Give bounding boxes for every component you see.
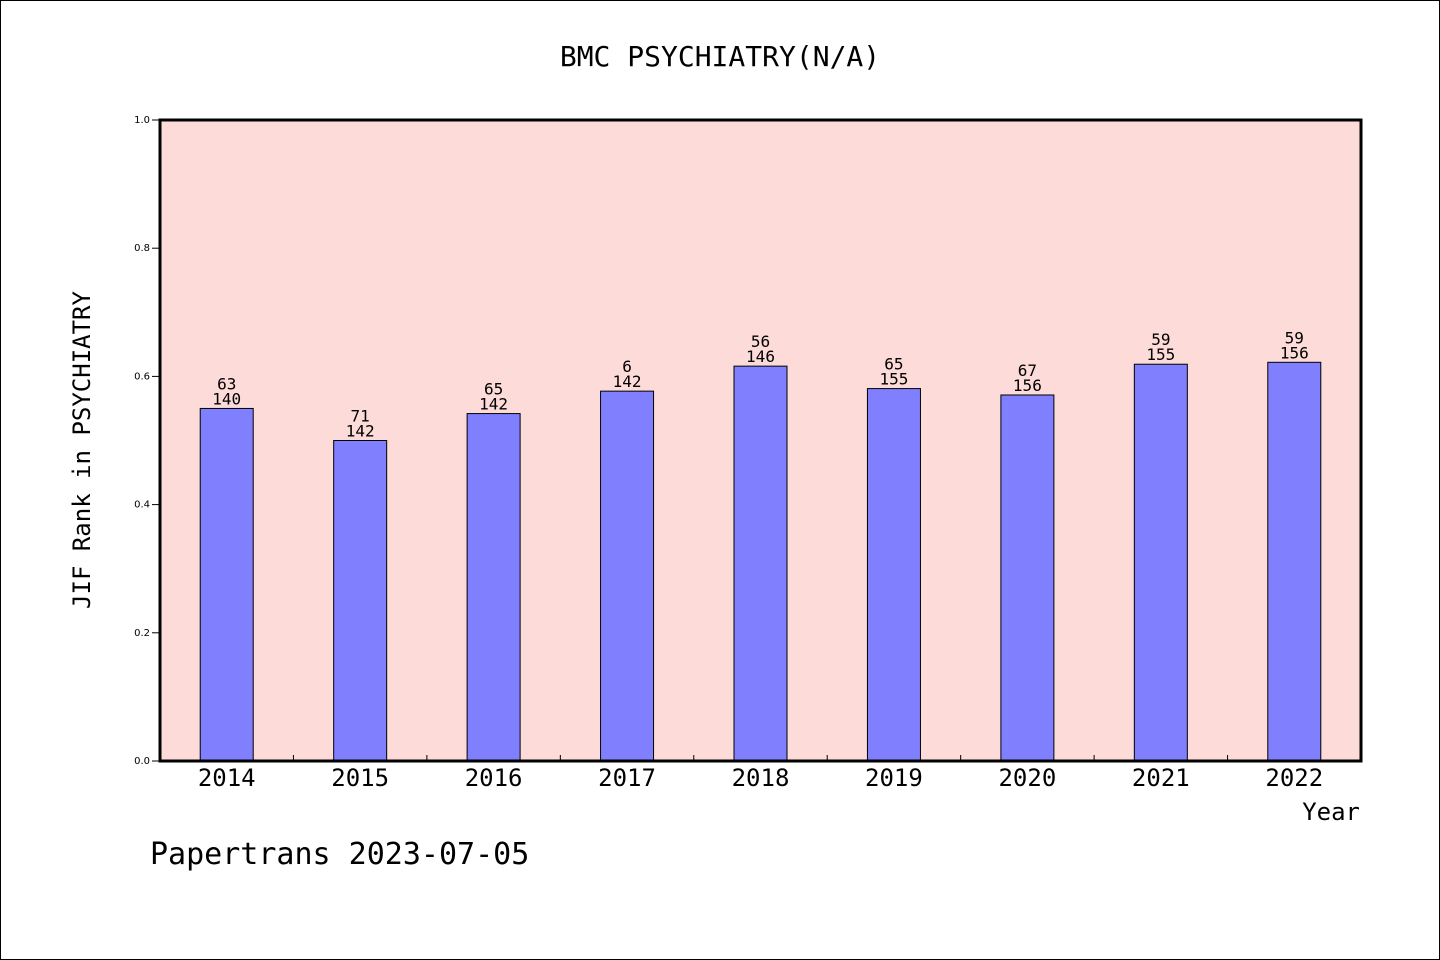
footer-watermark: Papertrans 2023-07-05 (150, 837, 529, 872)
x-axis-label: Year (1302, 798, 1360, 826)
bar-rank-label: 67 (1018, 361, 1037, 380)
x-tick-label: 2022 (1265, 764, 1323, 792)
bar-2019 (866, 388, 921, 762)
bar-total-label: 140 (212, 389, 241, 408)
plot-border (158, 118, 1363, 763)
x-tick-label: 2015 (331, 764, 389, 792)
x-tick-label: 2016 (465, 764, 523, 792)
x-tick-label: 2021 (1132, 764, 1190, 792)
chart-title: BMC PSYCHIATRY(N/A) (560, 40, 880, 73)
bar-rank-label: 65 (484, 380, 503, 399)
x-tick-label: 2020 (998, 764, 1056, 792)
bar-rank-label: 63 (217, 374, 236, 393)
x-tick-label: 2014 (198, 764, 256, 792)
bar-rank-label: 71 (351, 407, 370, 426)
x-axis: 2014 2015 2016 2017 2018 2019 2020 2021 2022 (198, 755, 1323, 792)
bar-total-label: 146 (746, 347, 775, 366)
y-tick-label: 0.4 (134, 500, 150, 511)
x-tick-label: 2019 (865, 764, 923, 792)
bar-rank-label: 56 (751, 332, 770, 351)
x-tick-label: 2017 (598, 764, 656, 792)
y-tick-label: 0.8 (134, 243, 150, 254)
bar-group (199, 361, 1322, 762)
y-tick-label: 0.6 (134, 371, 150, 382)
bar-total-label: 156 (1013, 376, 1042, 395)
bar-total-label: 155 (879, 370, 908, 389)
bar-total-label: 155 (1146, 345, 1175, 364)
y-tick-label: 0.2 (134, 628, 150, 639)
y-axis: 0.0 0.2 0.4 0.6 0.8 1.0 (134, 115, 160, 767)
bar-rank-label: 6 (622, 357, 632, 376)
bar-2018 (733, 365, 788, 762)
bar-2017 (600, 390, 655, 762)
bar-2020 (1000, 394, 1055, 762)
bar-2021 (1133, 363, 1188, 762)
bar-rank-label: 59 (1285, 328, 1304, 347)
bar-rank-label: 59 (1151, 330, 1170, 349)
x-tick-label: 2018 (732, 764, 790, 792)
y-tick-label: 1.0 (134, 115, 150, 126)
bar-total-label: 142 (479, 395, 508, 414)
bar-2022 (1267, 361, 1322, 762)
bar-2015 (333, 440, 388, 762)
bar-2016 (466, 413, 521, 762)
bar-total-label: 142 (346, 422, 375, 441)
bar-rank-label: 65 (884, 355, 903, 374)
y-axis-label: JIF Rank in PSYCHIATRY (68, 291, 96, 609)
bar-total-label: 142 (613, 372, 642, 391)
y-tick-label: 0.0 (134, 756, 150, 767)
bar-total-label: 156 (1280, 343, 1309, 362)
bar-2014 (199, 407, 254, 762)
